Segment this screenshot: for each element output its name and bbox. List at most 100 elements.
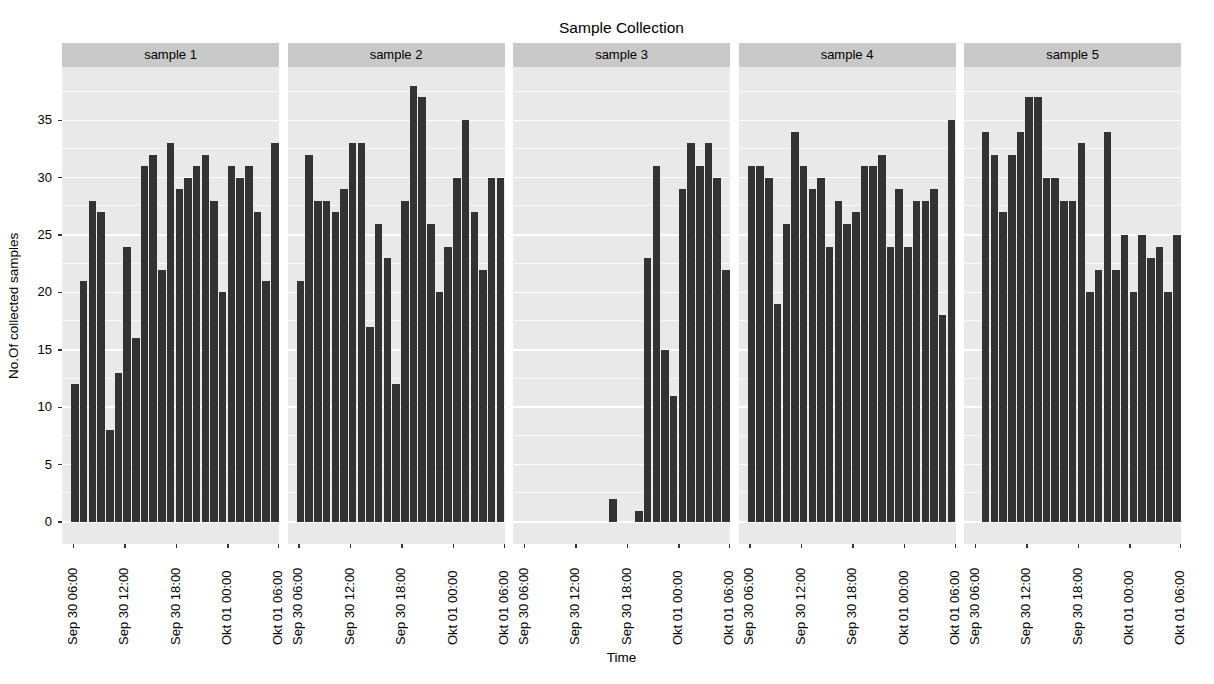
x-tick-mark [904,544,905,548]
x-axis-title: Time [62,650,1181,665]
x-tick-mark [575,544,576,548]
y-tick-label: 10 [38,399,52,415]
bar-slot [747,67,756,522]
bar-slot [470,67,479,522]
bar-slot [912,67,921,522]
bar-slot [765,67,774,522]
bar [375,224,382,522]
bar-slot [860,67,869,522]
bar [1069,201,1076,522]
x-tick-label: Okt 01 06:00 [1172,551,1187,645]
bar [1156,247,1163,522]
x-tick-label: Sep 30 18:00 [844,551,859,645]
bar-slot [1103,67,1112,522]
bar [826,247,833,522]
bar-slot [1016,67,1025,522]
x-tick-label: Sep 30 06:00 [65,551,80,645]
bar-slot [97,67,106,522]
bar-slot [825,67,834,522]
bar [887,247,894,522]
bar-slot [609,67,618,522]
bars-container [62,67,279,522]
bar-slot [366,67,375,522]
bar-slot [938,67,947,522]
bar [999,212,1006,522]
bar-slot [105,67,114,522]
bar-slot [418,67,427,522]
bar [835,201,842,522]
bar [661,350,668,522]
bar-slot [244,67,253,522]
x-tick-mark [678,544,679,548]
bar-slot [756,67,765,522]
bar-slot [626,67,635,522]
facet-sample-4: sample 4 Sep 30 06:00Sep 30 12:00Sep 30 … [739,43,956,648]
bar-slot [192,67,201,522]
y-tick-label: 35 [38,112,52,128]
bar-slot [652,67,661,522]
bar-slot [140,67,149,522]
bar-slot [331,67,340,522]
bar-slot [305,67,314,522]
bars-container [964,67,1181,522]
facet-panel [739,67,956,544]
bar [679,189,686,522]
facet-strip: sample 2 [288,43,505,67]
bar-slot [453,67,462,522]
bar [852,212,859,522]
bar [89,201,96,522]
facet-sample-1: sample 1 Sep 30 06:00Sep 30 12:00Sep 30 … [62,43,279,648]
bar-slot [522,67,531,522]
bar [687,143,694,522]
bar [410,86,417,522]
facet-sample-2: sample 2 Sep 30 06:00Sep 30 12:00Sep 30 … [288,43,505,648]
bar [843,224,850,522]
bar [861,166,868,522]
bar-slot [878,67,887,522]
bar [262,281,269,522]
bar [991,155,998,522]
bar-slot [210,67,219,522]
bar [783,224,790,522]
y-tick-label: 5 [45,457,52,473]
bar-slot [271,67,280,522]
x-tick-mark [227,544,228,548]
x-tick-mark [524,544,525,548]
x-tick-mark [73,544,74,548]
x-tick-mark [729,544,730,548]
facet-panel [513,67,730,544]
bar [123,247,130,522]
bar-slot [895,67,904,522]
bar-slot [556,67,565,522]
bar [349,143,356,522]
bar [609,499,616,522]
bar-slot [851,67,860,522]
bar [713,178,720,522]
bar-slot [808,67,817,522]
bar-slot [175,67,184,522]
bar-slot [1173,67,1182,522]
bar-slot [904,67,913,522]
y-tick-label: 15 [38,342,52,358]
bar [670,396,677,522]
bar-slot [981,67,990,522]
bar [358,143,365,522]
bar-slot [635,67,644,522]
bar [939,315,946,522]
x-tick-label: Okt 01 06:00 [270,551,285,645]
bar [774,304,781,522]
x-tick-label: Sep 30 18:00 [168,551,183,645]
bar-slot [834,67,843,522]
bar [705,143,712,522]
bar [1086,292,1093,522]
bar-slot [1094,67,1103,522]
x-tick-mark [298,544,299,548]
bar [904,247,911,522]
chart-title: Sample Collection [62,0,1181,43]
bar [80,281,87,522]
bar [809,189,816,522]
x-tick-label: Sep 30 06:00 [516,551,531,645]
bar [982,132,989,522]
facet-panel [288,67,505,544]
x-tick-mark [1129,544,1130,548]
